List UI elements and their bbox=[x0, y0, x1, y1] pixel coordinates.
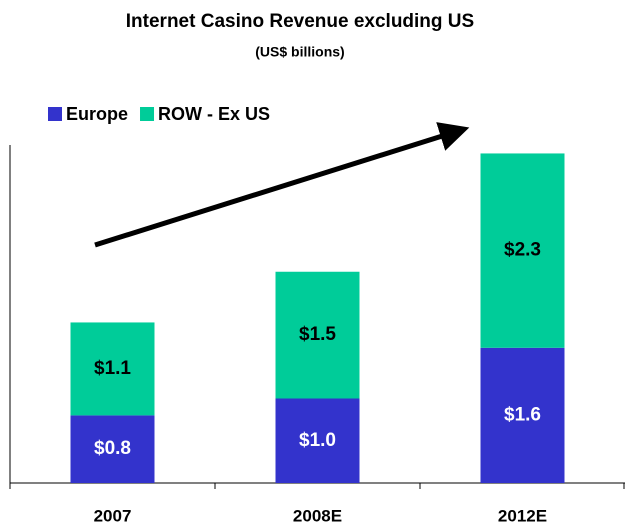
data-label: $1.5 bbox=[299, 324, 336, 345]
bar-segment bbox=[275, 271, 360, 399]
data-label: $0.8 bbox=[94, 438, 131, 459]
trend-arrow bbox=[94, 122, 470, 248]
legend-swatch bbox=[140, 107, 155, 121]
bar-segment bbox=[70, 415, 155, 483]
legend: Europe ROW - Ex US bbox=[48, 104, 270, 124]
x-tick-label: 2008E bbox=[293, 506, 342, 525]
x-tick-label: 2012E bbox=[498, 506, 547, 525]
chart-title: Internet Casino Revenue excluding US bbox=[126, 11, 474, 32]
data-label: $1.0 bbox=[299, 430, 336, 451]
bar-segment bbox=[70, 322, 155, 416]
data-label: $1.1 bbox=[94, 358, 131, 379]
bar-segment bbox=[480, 347, 565, 483]
legend-swatch bbox=[48, 107, 62, 121]
bar-segment bbox=[275, 398, 360, 483]
chart-subtitle: (US$ billions) bbox=[255, 44, 344, 60]
x-tick-label: 2007 bbox=[94, 506, 132, 525]
data-label: $1.6 bbox=[504, 404, 541, 425]
bar-segment bbox=[480, 153, 565, 348]
legend-label: Europe bbox=[66, 104, 128, 124]
legend-label: ROW - Ex US bbox=[158, 104, 270, 124]
data-label: $2.3 bbox=[504, 240, 541, 261]
